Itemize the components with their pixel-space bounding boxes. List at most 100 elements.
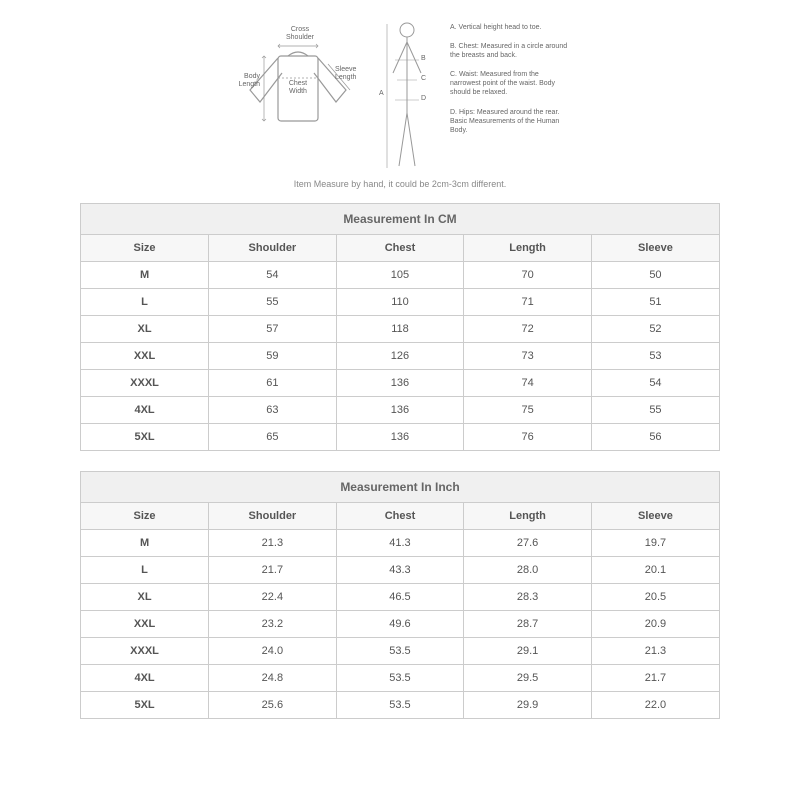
table-cell: 73 bbox=[464, 343, 592, 370]
table-cell: 24.0 bbox=[209, 638, 337, 665]
table-cell: 4XL bbox=[81, 665, 209, 692]
table-cell: 54 bbox=[209, 262, 337, 289]
table-cell: 57 bbox=[209, 316, 337, 343]
table-cell: 20.1 bbox=[591, 557, 719, 584]
table-cell: 5XL bbox=[81, 692, 209, 719]
table-row: XXL591267353 bbox=[81, 343, 719, 370]
table-cell: 61 bbox=[209, 370, 337, 397]
table-cell: XL bbox=[81, 584, 209, 611]
measurement-note: Item Measure by hand, it could be 2cm-3c… bbox=[0, 179, 800, 189]
table-header: Sleeve bbox=[591, 503, 719, 530]
table-cell: 50 bbox=[591, 262, 719, 289]
table-row: XXL23.249.628.720.9 bbox=[81, 611, 719, 638]
table-cell: 136 bbox=[336, 370, 464, 397]
table-cell: 65 bbox=[209, 424, 337, 451]
table-cell: 55 bbox=[209, 289, 337, 316]
table-header: Shoulder bbox=[209, 503, 337, 530]
body-letter-c: C bbox=[421, 75, 426, 82]
table-cell: 25.6 bbox=[209, 692, 337, 719]
legend-b: B. Chest: Measured in a circle around th… bbox=[450, 42, 570, 60]
table-cell: 29.1 bbox=[464, 638, 592, 665]
label-sleeve-length: Sleeve Length bbox=[335, 66, 365, 81]
table-cell: 55 bbox=[591, 397, 719, 424]
table-cell: 4XL bbox=[81, 397, 209, 424]
table-cell: 19.7 bbox=[591, 530, 719, 557]
table-cell: 53 bbox=[591, 343, 719, 370]
table-cell: 53.5 bbox=[336, 665, 464, 692]
table-cell: XXXL bbox=[81, 638, 209, 665]
table-cell: XXL bbox=[81, 343, 209, 370]
table-cell: 28.0 bbox=[464, 557, 592, 584]
table-cell: 53.5 bbox=[336, 692, 464, 719]
cm-chart-title: Measurement In CM bbox=[81, 204, 719, 235]
body-letter-d: D bbox=[421, 95, 426, 102]
label-chest-width: Chest Width bbox=[283, 80, 313, 95]
table-cell: 105 bbox=[336, 262, 464, 289]
table-cell: 27.6 bbox=[464, 530, 592, 557]
table-cell: 20.9 bbox=[591, 611, 719, 638]
table-cell: 22.0 bbox=[591, 692, 719, 719]
table-cell: 71 bbox=[464, 289, 592, 316]
table-header: Shoulder bbox=[209, 235, 337, 262]
table-header: Size bbox=[81, 503, 209, 530]
table-header: Chest bbox=[336, 503, 464, 530]
table-cell: 21.7 bbox=[591, 665, 719, 692]
table-cell: 41.3 bbox=[336, 530, 464, 557]
label-body-length: Body Length bbox=[230, 73, 260, 88]
table-cell: 72 bbox=[464, 316, 592, 343]
table-row: 5XL25.653.529.922.0 bbox=[81, 692, 719, 719]
measurement-diagram-area: Cross Shoulder Body Length Chest Width S… bbox=[0, 0, 800, 175]
table-cell: 23.2 bbox=[209, 611, 337, 638]
table-cell: XXXL bbox=[81, 370, 209, 397]
table-cell: 53.5 bbox=[336, 638, 464, 665]
table-cell: M bbox=[81, 262, 209, 289]
table-cell: 75 bbox=[464, 397, 592, 424]
table-cell: XL bbox=[81, 316, 209, 343]
table-cell: 59 bbox=[209, 343, 337, 370]
table-cell: 110 bbox=[336, 289, 464, 316]
inch-chart-title: Measurement In Inch bbox=[81, 472, 719, 503]
table-cell: 63 bbox=[209, 397, 337, 424]
table-header: Length bbox=[464, 503, 592, 530]
garment-diagram: Cross Shoulder Body Length Chest Width S… bbox=[230, 18, 365, 148]
table-cell: 70 bbox=[464, 262, 592, 289]
table-row: XXXL611367454 bbox=[81, 370, 719, 397]
table-row: 5XL651367656 bbox=[81, 424, 719, 451]
table-cell: 76 bbox=[464, 424, 592, 451]
inch-table: SizeShoulderChestLengthSleeve M21.341.32… bbox=[81, 503, 719, 718]
table-cell: 51 bbox=[591, 289, 719, 316]
table-cell: 74 bbox=[464, 370, 592, 397]
table-row: XXXL24.053.529.121.3 bbox=[81, 638, 719, 665]
table-cell: L bbox=[81, 557, 209, 584]
table-row: 4XL631367555 bbox=[81, 397, 719, 424]
table-cell: 5XL bbox=[81, 424, 209, 451]
legend-c: C. Waist: Measured from the narrowest po… bbox=[450, 70, 570, 97]
table-row: XL571187252 bbox=[81, 316, 719, 343]
table-cell: 22.4 bbox=[209, 584, 337, 611]
table-cell: 20.5 bbox=[591, 584, 719, 611]
table-cell: L bbox=[81, 289, 209, 316]
table-cell: 29.5 bbox=[464, 665, 592, 692]
table-cell: 29.9 bbox=[464, 692, 592, 719]
table-cell: 126 bbox=[336, 343, 464, 370]
table-cell: 21.3 bbox=[591, 638, 719, 665]
table-cell: 56 bbox=[591, 424, 719, 451]
body-letter-a: A bbox=[379, 90, 384, 97]
table-cell: 54 bbox=[591, 370, 719, 397]
table-row: L21.743.328.020.1 bbox=[81, 557, 719, 584]
table-cell: 28.7 bbox=[464, 611, 592, 638]
legend-d: D. Hips: Measured around the rear. Basic… bbox=[450, 108, 570, 135]
table-row: L551107151 bbox=[81, 289, 719, 316]
body-letter-b: B bbox=[421, 55, 426, 62]
table-cell: 136 bbox=[336, 424, 464, 451]
table-header: Length bbox=[464, 235, 592, 262]
table-cell: 43.3 bbox=[336, 557, 464, 584]
table-cell: 46.5 bbox=[336, 584, 464, 611]
table-cell: 52 bbox=[591, 316, 719, 343]
label-cross-shoulder: Cross Shoulder bbox=[280, 26, 320, 41]
table-header: Sleeve bbox=[591, 235, 719, 262]
table-cell: 21.7 bbox=[209, 557, 337, 584]
cm-chart: Measurement In CM SizeShoulderChestLengt… bbox=[80, 203, 720, 451]
table-cell: 49.6 bbox=[336, 611, 464, 638]
table-header: Size bbox=[81, 235, 209, 262]
